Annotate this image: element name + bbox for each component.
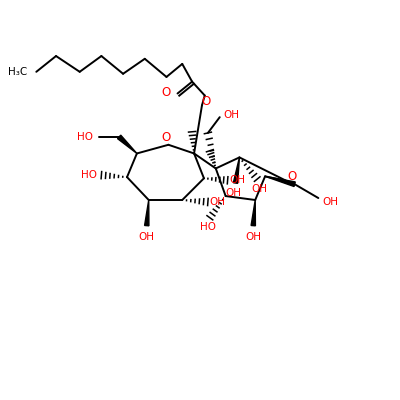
Text: HO: HO <box>81 170 97 180</box>
Text: O: O <box>201 95 210 108</box>
Text: OH: OH <box>226 188 242 198</box>
Text: OH: OH <box>230 175 246 185</box>
Text: O: O <box>287 170 296 183</box>
Polygon shape <box>265 176 295 186</box>
Text: OH: OH <box>322 197 338 207</box>
Text: HO: HO <box>78 132 94 142</box>
Text: OH: OH <box>210 197 226 207</box>
Text: OH: OH <box>139 232 155 242</box>
Polygon shape <box>233 157 240 183</box>
Text: OH: OH <box>224 110 240 120</box>
Text: HO: HO <box>200 222 216 232</box>
Text: OH: OH <box>251 184 267 194</box>
Text: OH: OH <box>245 232 261 242</box>
Polygon shape <box>118 135 137 154</box>
Polygon shape <box>144 200 149 226</box>
Text: O: O <box>162 86 171 99</box>
Text: H₃C: H₃C <box>8 67 27 77</box>
Text: O: O <box>162 131 171 144</box>
Polygon shape <box>251 200 256 226</box>
